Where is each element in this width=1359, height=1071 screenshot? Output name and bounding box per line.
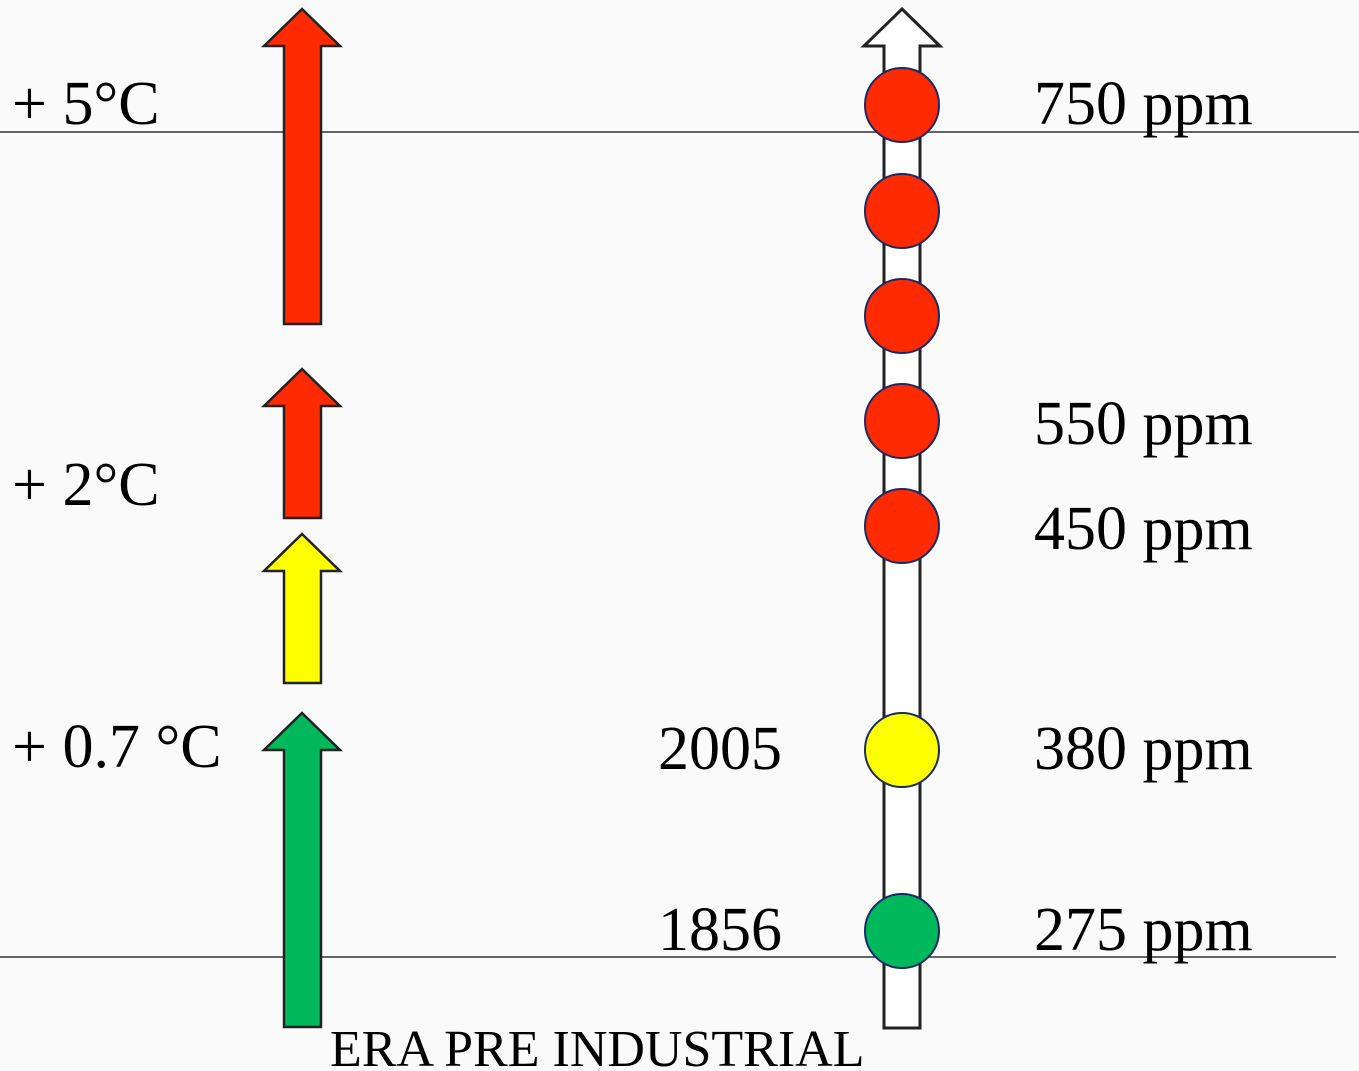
ppm-label-750: 750 ppm	[1034, 70, 1253, 138]
temp-label-5: + 5°C	[12, 70, 160, 138]
ppm-label-275: 275 ppm	[1034, 896, 1253, 964]
year-label-2005: 2005	[658, 715, 782, 783]
baseline-label: ERA PRE INDUSTRIAL	[330, 1021, 865, 1071]
marker-red	[864, 383, 940, 459]
marker-red	[864, 278, 940, 354]
green-arrow	[260, 711, 344, 1029]
marker-red	[864, 67, 940, 143]
yellow-arrow	[260, 532, 344, 685]
marker-red	[864, 173, 940, 249]
red-arrow-small	[260, 367, 344, 520]
temp-label-2: + 2°C	[12, 451, 160, 519]
marker-green	[864, 893, 940, 969]
marker-red	[864, 488, 940, 564]
ppm-label-450: 450 ppm	[1034, 495, 1253, 563]
ppm-label-550: 550 ppm	[1034, 390, 1253, 458]
ppm-label-380: 380 ppm	[1034, 715, 1253, 783]
temp-label-07: + 0.7 °C	[12, 713, 222, 781]
year-label-1856: 1856	[658, 896, 782, 964]
red-arrow-large	[260, 7, 344, 326]
marker-yellow	[864, 712, 940, 788]
